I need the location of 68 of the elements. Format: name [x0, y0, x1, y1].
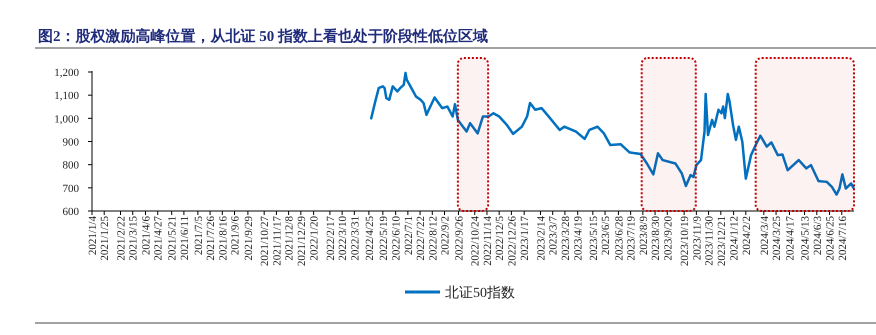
x-tick-label: 2021/7/5: [192, 216, 205, 256]
y-tick-label: 1,200: [54, 67, 80, 79]
x-tick-label: 2022/12/26: [506, 216, 518, 266]
x-tick-label: 2024/3/4: [758, 216, 771, 256]
x-tick-label: 2021/9/6: [230, 216, 242, 256]
x-tick-label: 2023/2/14: [535, 216, 548, 261]
x-tick-label: 2023/11/30: [704, 216, 716, 266]
x-tick-label: 2024/7/16: [836, 216, 849, 261]
x-tick-label: 2023/7/19: [626, 216, 638, 261]
x-tick-label: 2023/8/30: [650, 216, 662, 261]
x-tick-label: 2021/8/16: [217, 216, 230, 261]
x-tick-label: 2021/3/15: [128, 216, 140, 261]
x-tick-label: 2024/4/17: [784, 216, 796, 261]
y-tick-label: 1,100: [54, 90, 80, 102]
x-tick-label: 2023/10/19: [679, 216, 692, 266]
x-tick-label: 2023/6/28: [613, 216, 626, 261]
line-series: [370, 72, 855, 196]
x-tick-label: 2024/2/2: [740, 216, 753, 256]
y-tick-label: 700: [62, 182, 80, 195]
x-tick-label: 2022/4/25: [364, 216, 376, 261]
y-tick-label: 900: [62, 136, 80, 148]
x-tick-label: 2022/7/22: [415, 216, 428, 261]
x-tick-label: 2023/6/5: [600, 216, 612, 256]
y-tick-label: 1,000: [54, 113, 80, 126]
x-tick-label: 2022/9/2: [440, 216, 452, 256]
x-tick-label: 2021/12/29: [296, 216, 308, 266]
x-tick-label: 2022/3/10: [337, 216, 350, 261]
x-tick-label: 2024/5/13: [800, 216, 812, 261]
chart-title: 图2：股权激励高峰位置，从北证 50 指数上看也处于阶段性低位区域: [38, 27, 488, 45]
x-tick-label: 2023/3/28: [560, 216, 572, 261]
x-tick-label: 2021/1/25: [99, 216, 112, 261]
x-tick-label: 2022/12/5: [494, 216, 506, 261]
x-tick-label: 2022/7/1: [402, 216, 415, 256]
y-tick-label: 800: [62, 160, 80, 172]
x-tick-label: 2022/8/12: [427, 216, 440, 261]
y-tick-label: 600: [62, 206, 80, 218]
x-tick-label: 2023/4/19: [572, 216, 585, 261]
x-tick-label: 2024/6/25: [824, 216, 837, 261]
x-tick-label: 2023/8/9: [638, 216, 650, 256]
x-tick-label: 2023/5/15: [588, 216, 600, 261]
x-tick-label: 2021/1/4: [87, 216, 99, 256]
x-tick-label: 2022/11/14: [482, 216, 494, 266]
x-tick-label: 2022/2/17: [324, 216, 337, 261]
x-tick-label: 2021/4/6: [140, 216, 153, 256]
x-tick-label: 2022/1/20: [308, 216, 321, 261]
x-tick-label: 2022/5/19: [378, 216, 390, 261]
x-tick-label: 2021/2/22: [116, 216, 128, 261]
x-tick-label: 2021/12/8: [284, 216, 296, 261]
x-tick-label: 2021/10/27: [259, 216, 272, 266]
x-tick-label: 2023/11/9: [691, 216, 704, 260]
x-tick-label: 2023/12/21: [716, 216, 728, 266]
x-tick-label: 2024/6/3: [812, 216, 824, 256]
x-tick-label: 2022/3/31: [349, 216, 362, 261]
x-tick-label: 2021/5/21: [166, 216, 179, 261]
x-tick-label: 2023/3/7: [548, 216, 560, 256]
x-tick-label: 2021/6/11: [178, 216, 191, 260]
x-tick-label: 2024/1/12: [728, 216, 741, 261]
x-tick-label: 2021/9/29: [242, 216, 255, 261]
x-tick-label: 2021/4/27: [152, 216, 165, 261]
x-tick-label: 2023/9/20: [662, 216, 674, 261]
x-tick-label: 2023/1/17: [519, 216, 532, 261]
x-tick-label: 2021/11/17: [271, 216, 284, 266]
x-tick-label: 2022/10/24: [470, 216, 482, 266]
x-tick-label: 2022/9/26: [453, 216, 466, 261]
x-tick-label: 2022/6/10: [390, 216, 403, 261]
legend-label: 北证50指数: [445, 285, 515, 301]
x-tick-label: 2024/3/25: [771, 216, 784, 261]
x-tick-label: 2021/7/26: [205, 216, 218, 261]
